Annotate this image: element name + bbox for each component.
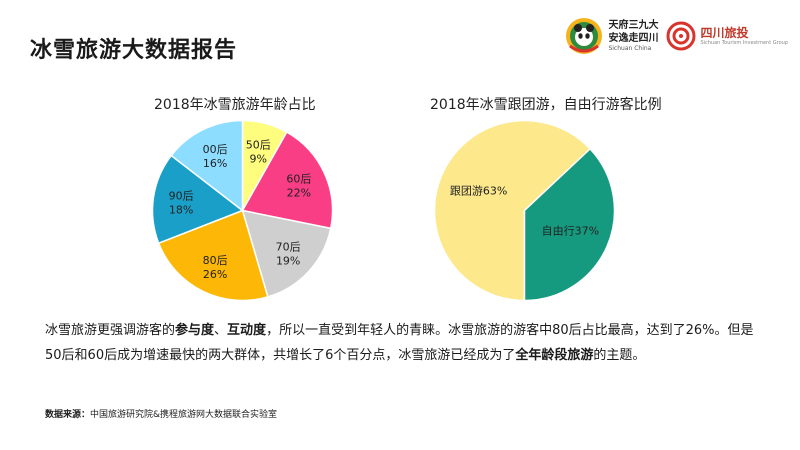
logo-b-sub: Sichuan Tourism Investment Group [700, 39, 788, 46]
slice-value-label-4: 18% [169, 204, 193, 217]
pie-slice-1 [241, 131, 334, 230]
para-bold-1: 参与度 [175, 323, 215, 338]
slice-value-label-3: 26% [203, 268, 227, 281]
pie-slice-2 [241, 209, 332, 298]
slice-category-label-4: 90后 [169, 190, 194, 203]
pie-slice-4 [151, 154, 245, 245]
logo-a-line2: 安逸走四川 [608, 33, 659, 44]
pie-slice-0 [433, 119, 592, 302]
slice-category-label-5: 00后 [203, 143, 228, 156]
slice-value-label-0: 9% [250, 153, 267, 166]
pie-slice-5 [170, 119, 244, 213]
slice-value-label-2: 19% [276, 254, 300, 267]
age-chart-title: 2018年冰雪旅游年龄占比 [154, 97, 316, 113]
tour-chart-title: 2018年冰雪跟团游，自由行游客比例 [430, 97, 662, 113]
panda-logo-icon [566, 18, 603, 54]
sichuan-investment-logo: 四川旅投 Sichuan Tourism Investment Group [666, 21, 788, 51]
spiral-logo-icon [666, 21, 696, 51]
para-bold-2: 互动度 [227, 323, 267, 338]
slice-category-label-3: 80后 [203, 254, 228, 267]
slice-value-label-1: 22% [287, 187, 311, 200]
tour-type-pie-chart: 跟团游63% 自由行37% [433, 119, 616, 302]
para-text-4: 的主题。 [593, 348, 646, 363]
logos: 天府三九大 安逸走四川 Sichuan China 四川旅投 Sichuan T… [564, 8, 788, 64]
para-text-3: ，所以一直受到年轻人的青睐。冰雪旅游的游客中80后占比最高，达到了26%。但是5… [45, 323, 754, 363]
slice-category-label-1: 60后 [286, 173, 311, 186]
slice-label-0: 跟团游63% [450, 185, 507, 198]
slice-label-1: 自由行37% [542, 223, 599, 237]
logo-a-sub: Sichuan China [608, 45, 652, 52]
slice-value-label-5: 16% [203, 157, 227, 170]
source-text: 中国旅游研究院&携程旅游网大数据联合实验室 [90, 410, 278, 420]
source-label: 数据来源： [45, 410, 91, 420]
slice-category-label-0: 50后 [246, 139, 271, 152]
data-source: 数据来源：中国旅游研究院&携程旅游网大数据联合实验室 [45, 407, 277, 420]
logo-a-line1: 天府三九大 [608, 20, 659, 31]
summary-paragraph: 冰雪旅游更强调游客的参与度、互动度，所以一直受到年轻人的青睐。冰雪旅游的游客中8… [45, 318, 765, 368]
para-text-1: 冰雪旅游更强调游客的 [45, 323, 176, 338]
slice-category-label-2: 70后 [276, 240, 301, 253]
logo-b-name: 四川旅投 [700, 25, 749, 40]
para-text-2: 、 [214, 323, 228, 338]
para-bold-3: 全年龄段旅游 [515, 348, 594, 363]
sichuan-tourism-logo: 天府三九大 安逸走四川 Sichuan China [564, 16, 658, 56]
page-title: 冰雪旅游大数据报告 [30, 38, 238, 63]
pie-slice-1 [523, 147, 616, 302]
